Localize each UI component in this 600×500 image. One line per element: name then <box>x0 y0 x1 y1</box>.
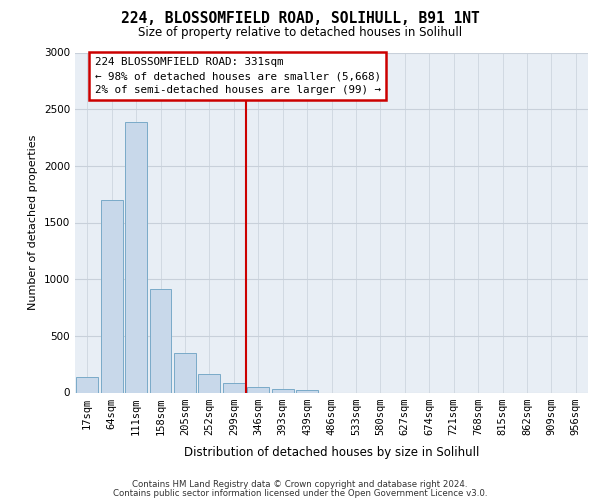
Text: 224, BLOSSOMFIELD ROAD, SOLIHULL, B91 1NT: 224, BLOSSOMFIELD ROAD, SOLIHULL, B91 1N… <box>121 11 479 26</box>
Bar <box>101 200 122 392</box>
Text: Contains HM Land Registry data © Crown copyright and database right 2024.: Contains HM Land Registry data © Crown c… <box>132 480 468 489</box>
Bar <box>174 353 196 393</box>
Text: 224 BLOSSOMFIELD ROAD: 331sqm
← 98% of detached houses are smaller (5,668)
2% of: 224 BLOSSOMFIELD ROAD: 331sqm ← 98% of d… <box>95 57 380 95</box>
Y-axis label: Number of detached properties: Number of detached properties <box>28 135 38 310</box>
Bar <box>125 122 147 392</box>
Bar <box>199 374 220 392</box>
Bar <box>247 387 269 392</box>
Text: Contains public sector information licensed under the Open Government Licence v3: Contains public sector information licen… <box>113 488 487 498</box>
X-axis label: Distribution of detached houses by size in Solihull: Distribution of detached houses by size … <box>184 446 479 459</box>
Bar <box>149 290 172 393</box>
Bar <box>223 384 245 392</box>
Text: Size of property relative to detached houses in Solihull: Size of property relative to detached ho… <box>138 26 462 39</box>
Bar <box>296 390 318 392</box>
Bar <box>272 389 293 392</box>
Bar <box>76 376 98 392</box>
